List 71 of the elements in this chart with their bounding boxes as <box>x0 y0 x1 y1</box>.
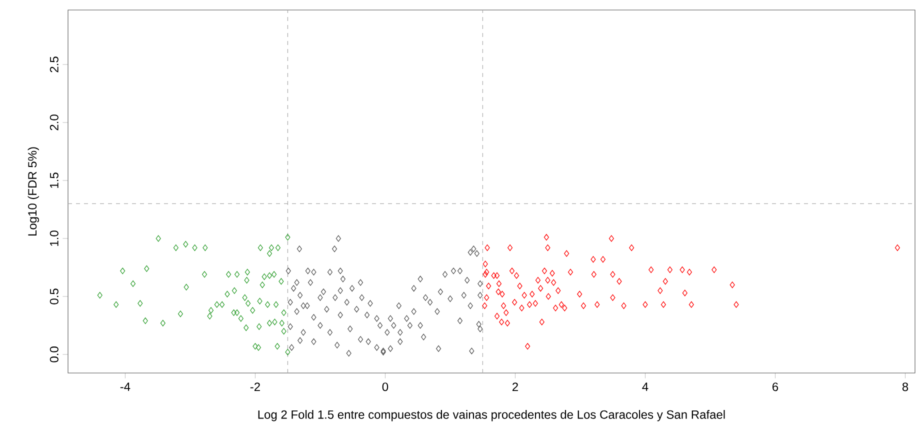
point <box>262 273 267 280</box>
point <box>252 343 258 350</box>
point <box>285 348 290 356</box>
point <box>234 271 240 278</box>
point <box>142 318 148 324</box>
point <box>266 250 272 257</box>
point <box>173 244 178 252</box>
point <box>266 320 272 326</box>
x-tick-label: 2 <box>512 382 518 391</box>
point <box>120 268 126 274</box>
point <box>232 287 237 294</box>
point <box>192 244 198 252</box>
point <box>244 324 249 332</box>
x-tick-label: 0 <box>382 382 388 392</box>
y-tick-label: 0.5 <box>50 288 58 304</box>
point <box>226 271 232 278</box>
point <box>273 301 279 308</box>
point <box>220 301 225 308</box>
point <box>250 307 256 314</box>
point <box>234 309 240 316</box>
point <box>272 271 277 278</box>
point <box>285 234 290 241</box>
point <box>202 244 208 252</box>
point <box>257 298 262 304</box>
x-tick-label: -2 <box>250 382 260 391</box>
point <box>184 284 189 290</box>
x-tick-label: -4 <box>120 382 130 391</box>
y-tick-label: 0.0 <box>50 346 58 362</box>
y-tick-label: 2.5 <box>50 56 58 72</box>
point <box>272 318 278 326</box>
point <box>130 280 136 287</box>
point <box>231 309 236 316</box>
point <box>114 301 119 308</box>
point <box>256 344 262 351</box>
point <box>244 268 250 276</box>
point <box>260 282 265 288</box>
point <box>275 244 281 252</box>
point <box>256 323 262 330</box>
y-tick-label: 1.0 <box>50 230 58 246</box>
point <box>208 307 214 314</box>
point <box>246 300 251 307</box>
point <box>214 301 220 308</box>
point <box>144 265 150 272</box>
point <box>266 272 272 279</box>
y-axis-title: Log10 (FDR 5%) <box>28 147 39 236</box>
point <box>238 315 244 322</box>
y-tick-label: 1.5 <box>50 172 58 188</box>
point <box>279 320 284 326</box>
point <box>258 244 263 252</box>
point <box>207 312 212 320</box>
point <box>156 235 161 242</box>
point <box>224 290 230 298</box>
point <box>278 278 284 285</box>
y-tick-label: 2.0 <box>50 114 58 130</box>
point <box>242 294 248 301</box>
point <box>268 244 274 252</box>
point <box>281 309 286 316</box>
x-tick-label: 8 <box>902 382 908 392</box>
x-axis-title: Log 2 Fold 1.5 entre compuestos de vainas procedentes de Los Caracoles y San Rafael <box>258 410 725 422</box>
point <box>160 320 166 326</box>
point <box>138 300 143 307</box>
point <box>183 240 188 248</box>
point <box>97 292 102 299</box>
x-tick-label: 6 <box>772 382 778 392</box>
point <box>244 276 250 284</box>
point <box>274 343 280 350</box>
point <box>281 328 286 335</box>
point <box>178 310 183 318</box>
point <box>265 301 270 308</box>
x-tick-label: 4 <box>642 382 648 391</box>
point <box>202 271 208 278</box>
